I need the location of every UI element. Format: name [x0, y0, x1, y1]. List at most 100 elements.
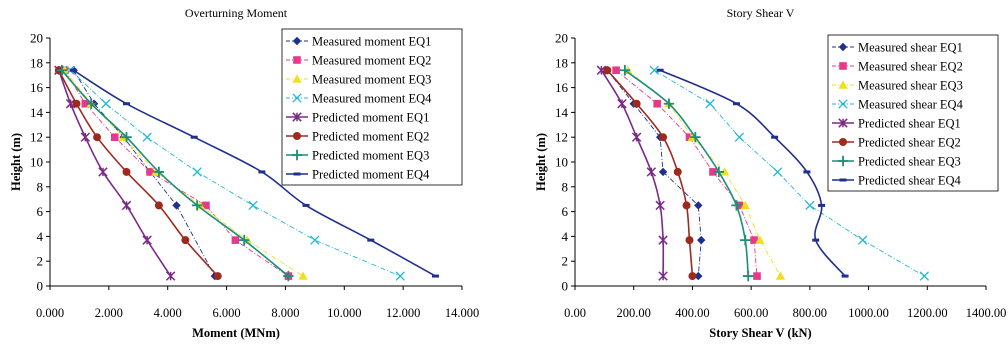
data-point: [146, 168, 154, 176]
series-predicted-shear-eq4: [656, 68, 849, 278]
data-point: [841, 274, 849, 278]
legend-label: Predicted shear EQ1: [858, 117, 961, 131]
y-tick-label: 6: [562, 204, 569, 219]
data-point: [694, 201, 703, 210]
legend-label: Predicted shear EQ2: [858, 136, 961, 150]
series-line: [624, 69, 750, 277]
legend-marker: [839, 62, 847, 70]
chart-title: Overturning Moment: [185, 6, 288, 20]
legend-marker: [292, 74, 302, 83]
data-point: [202, 201, 210, 210]
x-tick-label: 1400.00: [966, 306, 1007, 320]
data-point: [658, 271, 668, 281]
data-point: [101, 99, 111, 109]
data-point: [142, 132, 152, 142]
data-point: [81, 99, 90, 108]
legend-item: Measured moment EQ3: [286, 73, 431, 87]
legend-label: Measured moment EQ4: [312, 92, 432, 106]
y-tick-label: 2: [562, 254, 569, 269]
legend-item: Predicted moment EQ2: [286, 130, 429, 144]
data-point: [632, 99, 641, 108]
series-measured-shear-eq4: [649, 65, 930, 281]
legend-marker: [838, 118, 848, 128]
data-point: [142, 235, 152, 245]
y-tick-label: 0: [37, 279, 44, 294]
y-tick-label: 10: [555, 155, 568, 170]
data-point: [432, 274, 440, 278]
data-point: [919, 271, 930, 281]
y-tick-label: 4: [37, 229, 44, 244]
legend-item: Predicted shear EQ4: [832, 174, 961, 188]
data-point: [596, 65, 607, 75]
series-line: [64, 70, 289, 277]
data-point: [685, 236, 694, 245]
x-tick-label: 1000.00: [848, 306, 889, 320]
data-point: [192, 167, 202, 177]
data-point: [123, 102, 131, 106]
data-point: [121, 132, 132, 143]
data-point: [80, 132, 91, 142]
data-point: [659, 133, 668, 142]
data-point: [818, 203, 826, 207]
series-line: [73, 70, 216, 277]
y-tick-label: 8: [562, 179, 569, 194]
data-point: [98, 167, 108, 177]
legend-label: Predicted shear EQ4: [858, 174, 961, 188]
data-point: [121, 200, 132, 211]
legend-marker: [292, 36, 302, 46]
data-point: [858, 235, 868, 245]
data-point: [772, 167, 783, 177]
x-tick-label: 14.000: [445, 306, 479, 320]
legend-item: Measured moment EQ1: [286, 35, 431, 49]
data-point: [646, 167, 657, 177]
data-point: [649, 65, 659, 75]
data-point: [283, 270, 294, 282]
data-point: [812, 238, 820, 242]
legend: Measured moment EQ1 Measured moment EQ2 Me…: [281, 28, 463, 186]
series-predicted-moment-eq2: [54, 66, 222, 281]
data-point: [713, 166, 725, 178]
legend-item: Predicted shear EQ1: [832, 117, 961, 131]
legend-label: Measured shear EQ3: [858, 79, 963, 93]
x-tick-label: 0.00: [564, 306, 586, 320]
legend-label: Predicted shear EQ3: [858, 155, 961, 169]
data-point: [72, 99, 81, 108]
y-tick-label: 10: [30, 155, 43, 170]
legend-item: Predicted shear EQ2: [832, 136, 961, 150]
x-axis-label: Moment (MNm): [192, 326, 280, 340]
data-point: [70, 68, 78, 72]
data-point: [690, 132, 701, 143]
legend-label: Measured shear EQ1: [858, 41, 963, 55]
x-tick-label: 200.00: [617, 306, 651, 320]
data-point: [755, 235, 765, 244]
series-predicted-moment-eq1: [54, 65, 176, 281]
series-predicted-moment-eq3: [56, 65, 294, 282]
y-tick-label: 16: [555, 80, 569, 95]
y-tick-label: 6: [37, 204, 44, 219]
series-measured-shear-eq2: [612, 66, 761, 280]
y-tick-label: 20: [555, 31, 568, 46]
data-point: [122, 167, 131, 176]
y-axis-label: Height (m): [9, 133, 23, 191]
data-point: [655, 200, 665, 211]
series-line: [61, 69, 289, 277]
legend-marker: [292, 112, 302, 122]
data-point: [720, 167, 730, 176]
legend-marker: [293, 132, 301, 140]
series-line: [64, 69, 304, 277]
legend-label: Predicted moment EQ1: [312, 111, 429, 125]
data-point: [172, 201, 181, 210]
legend-marker: [839, 138, 847, 146]
legend-label: Measured moment EQ2: [312, 54, 431, 68]
data-point: [631, 132, 642, 142]
data-point: [731, 200, 742, 211]
data-point: [709, 168, 717, 176]
legend-label: Predicted moment EQ2: [312, 130, 429, 144]
legend-item: Predicted moment EQ3: [286, 149, 429, 163]
legend-label: Measured moment EQ1: [312, 35, 431, 49]
y-tick-label: 0: [562, 279, 569, 294]
series-line: [659, 69, 846, 277]
x-tick-label: 400.00: [675, 306, 709, 320]
x-tick-label: 1200.00: [907, 306, 948, 320]
